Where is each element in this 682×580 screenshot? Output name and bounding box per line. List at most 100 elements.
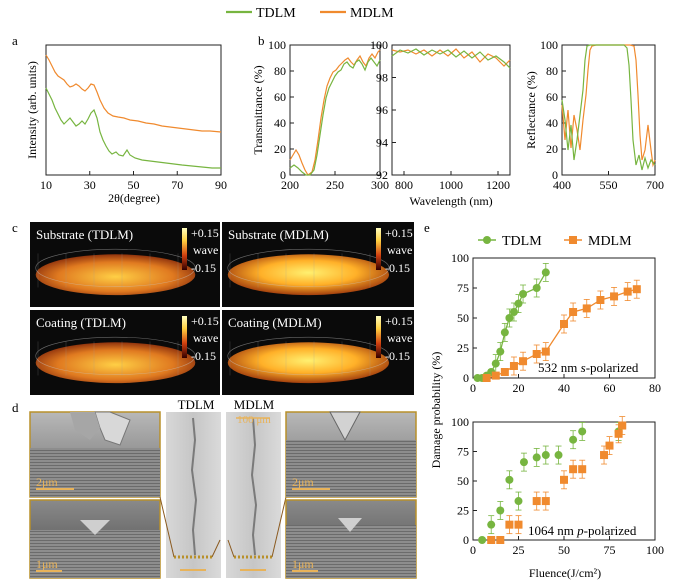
colorbar-min: -0.15 (385, 261, 410, 275)
data-point-tdlm (496, 347, 505, 356)
data-point-tdlm (569, 435, 578, 444)
surface-map-title: Substrate (MDLM) (228, 227, 329, 242)
panel-e-legend-mdlm: MDLM (588, 234, 632, 249)
colorbar-max: +0.15 (191, 314, 219, 328)
data-point-tdlm (509, 308, 518, 316)
panel-b-mid-xlabel: Wavelength (nm) (409, 194, 492, 208)
data-point-mdlm (491, 371, 500, 380)
colorbar-unit: wave (387, 331, 412, 345)
panel-b-right-ytick-label: 0 (552, 168, 558, 182)
data-point-mdlm (623, 287, 632, 296)
surface-map-title: Coating (MDLM) (228, 315, 322, 330)
strip-label-mdlm: MDLM (234, 397, 275, 412)
surface-map-3: Coating (TDLM) +0.15 wave -0.15 (30, 310, 220, 395)
panel-b-left-tdlm-curve (289, 57, 381, 176)
colorbar-unit: wave (193, 243, 218, 257)
scalebar-label-left-top: 2μm (36, 475, 58, 489)
colorbar-max: +0.15 (385, 226, 413, 240)
panel-e-top-ytick-label: 50 (457, 311, 469, 325)
panel-e-bottom-xtick-label: 100 (646, 543, 664, 557)
panel-b-right-ytick-label: 20 (546, 142, 558, 156)
panel-e-bottom-annotation: 1064 nm p-polarized (528, 523, 637, 538)
panel-a-xlabel: 2θ(degree) (108, 191, 160, 205)
surface-map-title: Substrate (TDLM) (36, 227, 133, 242)
colorbar (376, 316, 381, 358)
top-legend-tdlm: TDLM (256, 6, 296, 21)
panel-b-left-xtick-label: 250 (326, 178, 344, 192)
panel-a-xtick-label: 30 (84, 178, 96, 192)
panel-a: a Intensity (arb. units) 2θ(degree) 10 30… (12, 33, 227, 205)
panel-e-top-ytick-label: 75 (457, 281, 469, 295)
data-point-mdlm (560, 320, 568, 328)
panel-e-bottom-ytick-label: 100 (451, 415, 469, 429)
panel-b-right-ytick-label: 100 (540, 38, 558, 52)
data-point-mdlm (605, 441, 614, 450)
panel-e-top-xtick-label: 80 (649, 381, 661, 395)
panel-b-right-ylabel: Reflectance (%) (524, 71, 538, 149)
panel-b-right-ytick-label: 40 (546, 116, 558, 130)
panel-b-left-ytick-label: 40 (274, 116, 286, 130)
panel-e-bottom-xtick-label: 25 (513, 543, 525, 557)
panel-b-left-mdlm-curve (289, 49, 381, 176)
panel-a-xtick-label: 10 (40, 178, 52, 192)
data-point-mdlm (618, 421, 627, 430)
panel-e-xlabel: Fluence(J/cm²) (529, 566, 601, 580)
panel-a-ylabel: Intensity (arb. units) (25, 61, 39, 159)
panel-c-letter: c (12, 220, 18, 235)
panel-e-bottom-xtick-label: 50 (558, 543, 570, 557)
data-point-mdlm (487, 536, 496, 544)
panel-e: e TDLM MDLM Damage probability (%) Fluen… (424, 220, 664, 580)
data-point-mdlm (569, 465, 578, 474)
panel-e-legend: TDLM MDLM (478, 234, 632, 249)
colorbar-min: -0.15 (191, 261, 216, 275)
panel-b-left-ytick-label: 60 (274, 90, 286, 104)
data-point-tdlm (478, 536, 487, 544)
panel-e-top-annotation: 532 nm s-polarized (538, 360, 639, 375)
data-point-tdlm (578, 427, 587, 436)
panel-b-right-ytick-label: 80 (546, 64, 558, 78)
panel-e-top-ytick-label: 100 (451, 251, 469, 265)
panel-a-letter: a (12, 33, 18, 48)
panel-b-mid-ytick-label: 94 (376, 136, 388, 150)
panel-b-left-xtick-label: 200 (281, 178, 299, 192)
scalebar-label-left-bottom: 1μm (36, 557, 58, 571)
panel-e-bottom-xtick-label: 0 (470, 543, 476, 557)
panel-e-top-ytick-label: 25 (457, 341, 469, 355)
colorbar-min: -0.15 (191, 349, 216, 363)
data-point-tdlm (500, 328, 509, 337)
data-point-tdlm (496, 506, 505, 515)
top-legend-mdlm: MDLM (350, 6, 394, 21)
colorbar (182, 228, 187, 270)
panel-b-mid-mdlm-curve (391, 48, 511, 67)
panel-a-xtick-label: 90 (215, 178, 227, 192)
data-point-mdlm (632, 285, 641, 294)
data-point-tdlm (487, 520, 496, 529)
data-point-tdlm (505, 314, 514, 322)
panel-e-bottom-xtick-label: 75 (604, 543, 616, 557)
panel-b-mid-ytick-label: 100 (370, 38, 388, 52)
panel-b-mid-xtick-label: 1000 (439, 178, 463, 192)
data-point-mdlm (496, 536, 505, 544)
panel-b-mid-xtick-label: 800 (395, 178, 413, 192)
sem-left-bottom: 1μm (29, 499, 161, 579)
data-point-tdlm (532, 453, 541, 462)
panel-b-left-ytick-label: 20 (274, 142, 286, 156)
panel-b-right-ytick-label: 60 (546, 90, 558, 104)
colorbar-max: +0.15 (191, 226, 219, 240)
panel-b-mid-tdlm-curve (391, 48, 511, 69)
panel-b-right-tdlm-curve (561, 44, 656, 171)
scalebar-label-right-top: 2μm (292, 475, 314, 489)
top-legend: TDLM MDLM (226, 6, 394, 21)
data-point-mdlm (482, 374, 491, 382)
colorbar-max: +0.15 (385, 314, 413, 328)
panel-b-mid-xtick-label: 1200 (486, 178, 510, 192)
panel-e-bottom-ytick-label: 50 (457, 474, 469, 488)
panel-b-right-xtick-label: 700 (646, 178, 664, 192)
panel-e-top-xtick-label: 60 (604, 381, 616, 395)
data-point-mdlm (610, 292, 619, 301)
data-point-tdlm (541, 268, 550, 277)
panel-e-bottom-ytick-label: 25 (457, 504, 469, 518)
panel-e-legend-tdlm: TDLM (502, 234, 542, 249)
data-point-tdlm (514, 497, 523, 506)
data-point-mdlm (532, 350, 541, 358)
